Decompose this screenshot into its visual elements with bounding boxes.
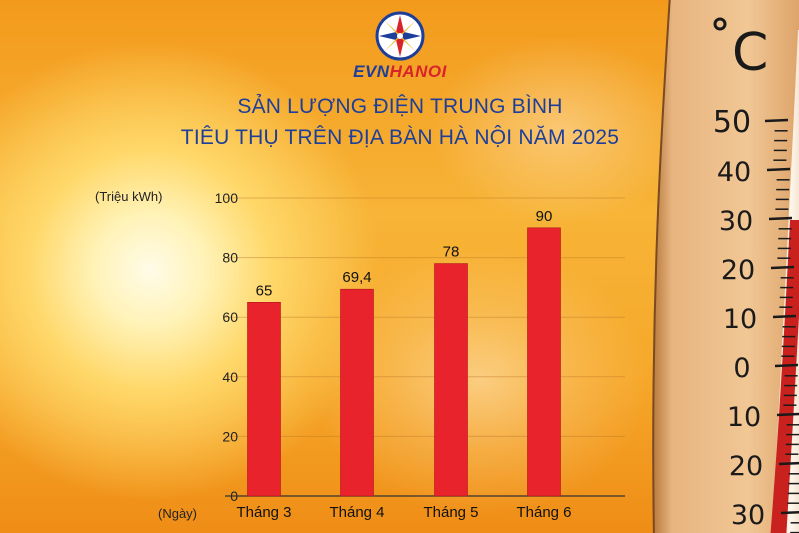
thermometer-scale-label: 50 xyxy=(713,105,751,140)
evn-logo-icon xyxy=(375,11,425,61)
thermometer-major-tick xyxy=(770,265,795,270)
thermometer-scale-label: 10 xyxy=(723,304,757,335)
thermometer-scale-label: 20 xyxy=(729,451,763,482)
x-axis-unit-label: (Ngày) xyxy=(158,506,197,521)
thermometer-unit-label: C xyxy=(732,23,768,83)
bar xyxy=(340,288,374,497)
thermometer-major-tick xyxy=(774,363,799,368)
thermometer-major-tick xyxy=(778,461,799,466)
thermometer-scale: 50 40 30 20 10 0 10 20 30 xyxy=(713,105,799,533)
thermometer-major-tick xyxy=(776,412,799,417)
x-tick-label: Tháng 6 xyxy=(516,504,571,521)
bar-value-label: 65 xyxy=(256,282,273,299)
bars xyxy=(247,227,561,497)
thermometer-scale-label: 30 xyxy=(731,500,765,531)
thermometer-icon: C 50 40 30 20 10 0 10 20 30 xyxy=(652,0,799,533)
thermometer-major-tick xyxy=(772,314,797,319)
thermometer-scale-label: 10 xyxy=(727,402,761,433)
chart-title-line-1: SẢN LƯỢNG ĐIỆN TRUNG BÌNH xyxy=(237,95,563,118)
gridlines xyxy=(225,197,625,437)
x-tick-label: Tháng 3 xyxy=(236,504,291,521)
bar xyxy=(247,301,281,497)
x-tick-label: Tháng 5 xyxy=(423,504,478,521)
y-tick-label: 80 xyxy=(222,250,238,266)
chart-title-line-2: TIÊU THỤ TRÊN ĐỊA BÀN HÀ NỘI NĂM 2025 xyxy=(180,126,620,149)
y-tick-label: 60 xyxy=(222,309,238,325)
y-tick-label: 20 xyxy=(222,428,238,444)
y-tick-label: 100 xyxy=(215,190,239,206)
bar-value-labels: 65 69,4 78 90 xyxy=(256,208,553,299)
thermometer-major-tick xyxy=(766,167,791,172)
bar-value-label: 69,4 xyxy=(342,269,371,286)
thermometer-scale-label: 20 xyxy=(721,255,755,286)
thermometer-scale-label: 30 xyxy=(719,206,753,237)
bar xyxy=(434,263,468,497)
degree-symbol xyxy=(713,17,727,31)
thermometer-scale-label: 0 xyxy=(733,353,750,384)
brand-part-hanoi: HANOI xyxy=(389,62,447,81)
bar-value-label: 78 xyxy=(443,244,460,261)
bar xyxy=(527,227,561,497)
thermometer-scale-label: 40 xyxy=(717,157,751,188)
thermometer-major-tick xyxy=(780,510,799,515)
brand-name: EVNHANOI xyxy=(330,62,470,82)
x-tick-labels: Tháng 3 Tháng 4 Tháng 5 Tháng 6 xyxy=(236,504,571,521)
bar-value-label: 90 xyxy=(536,208,553,225)
y-tick-label: 40 xyxy=(222,369,238,385)
y-axis-unit-label: (Triệu kWh) xyxy=(95,189,162,204)
thermometer-major-tick xyxy=(764,118,789,123)
brand-part-evn: EVN xyxy=(353,62,390,81)
thermometer-major-tick xyxy=(768,216,793,221)
x-tick-label: Tháng 4 xyxy=(329,504,384,521)
